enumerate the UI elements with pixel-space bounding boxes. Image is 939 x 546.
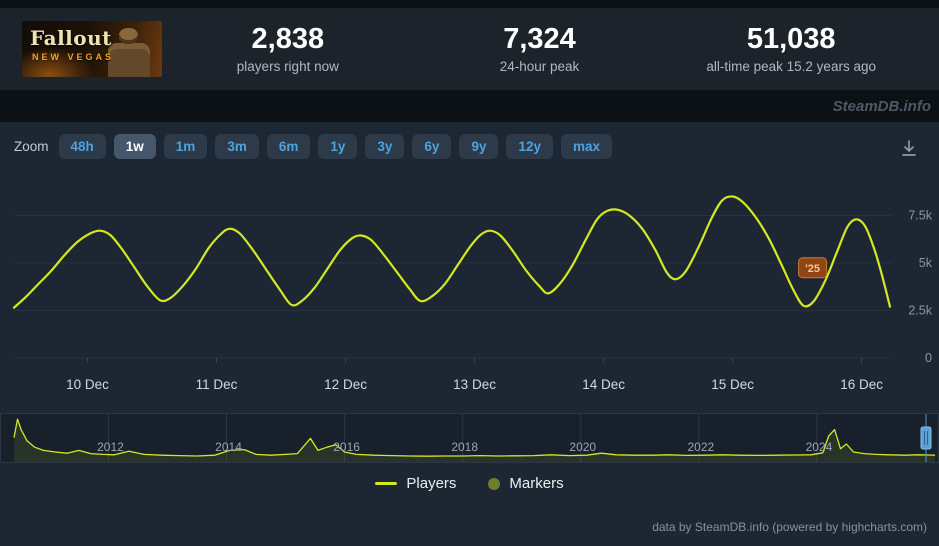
legend-swatch-markers [488, 477, 501, 490]
main-chart[interactable]: 0 2.5k 5k 7.5k 10 Dec 11 Dec 12 Dec 13 Dec 14 De… [0, 161, 939, 401]
credits: data by SteamDB.info (powered by highcha… [652, 520, 927, 534]
svg-text:7.5k: 7.5k [908, 209, 932, 223]
page: Fallout NEW VEGAS 2,838 players right no… [0, 8, 939, 546]
stat-label: 24-hour peak [499, 59, 580, 75]
stat-value: 2,838 [251, 22, 325, 55]
download-button[interactable] [897, 136, 925, 158]
legend-item-markers[interactable]: Markers [488, 475, 564, 492]
zoom-button-6m[interactable]: 6m [266, 134, 311, 159]
stat-all-time-peak: 51,038 all-time peak 15.2 years ago [665, 22, 917, 75]
svg-text:10 Dec: 10 Dec [66, 377, 109, 392]
svg-text:2020: 2020 [569, 440, 596, 454]
stat-label: all-time peak 15.2 years ago [706, 59, 876, 75]
svg-text:2016: 2016 [333, 440, 360, 454]
svg-text:5k: 5k [919, 256, 933, 270]
zoom-button-6y[interactable]: 6y [412, 134, 452, 159]
steamdb-watermark: SteamDB.info [832, 97, 931, 115]
zoom-buttons: 48h 1w 1m 3m 6m 1y 3y 6y 9y 12y max [58, 134, 613, 159]
svg-text:2024: 2024 [806, 440, 833, 454]
sub-bar: SteamDB.info [0, 90, 939, 122]
svg-text:2012: 2012 [97, 440, 124, 454]
zoom-button-48h[interactable]: 48h [58, 134, 106, 159]
stats-row: 2,838 players right now 7,324 24-hour pe… [162, 22, 917, 75]
zoom-button-1w[interactable]: 1w [113, 134, 156, 159]
svg-text:13 Dec: 13 Dec [453, 377, 496, 392]
game-logo-subtitle: NEW VEGAS [32, 52, 115, 62]
chart-toolbar: Zoom 48h 1w 1m 3m 6m 1y 3y 6y 9y 12y max [0, 122, 939, 161]
game-logo-title: Fallout [30, 26, 112, 50]
legend-item-players[interactable]: Players [375, 475, 456, 492]
zoom-button-9y[interactable]: 9y [459, 134, 499, 159]
svg-text:16 Dec: 16 Dec [840, 377, 883, 392]
download-icon [902, 139, 916, 156]
stat-24h-peak: 7,324 24-hour peak [414, 22, 666, 75]
chart-panel: Zoom 48h 1w 1m 3m 6m 1y 3y 6y 9y 12y max 0 2.5k 5k 7.… [0, 122, 939, 546]
navigator-handle[interactable] [920, 426, 932, 450]
game-capsule[interactable]: Fallout NEW VEGAS [22, 21, 162, 77]
legend-label: Markers [509, 475, 564, 492]
stat-value: 7,324 [503, 22, 576, 55]
zoom-button-12y[interactable]: 12y [506, 134, 553, 159]
stat-current-players: 2,838 players right now [162, 22, 414, 75]
capsule-figure-helmet [119, 28, 138, 44]
svg-text:2018: 2018 [451, 440, 478, 454]
svg-text:0: 0 [925, 351, 932, 365]
navigator-chart[interactable]: 2012 2014 2016 2018 2020 2022 2024 [0, 413, 939, 463]
svg-text:11 Dec: 11 Dec [196, 377, 238, 392]
zoom-button-3m[interactable]: 3m [215, 134, 259, 159]
zoom-button-max[interactable]: max [561, 134, 613, 159]
zoom-button-1m[interactable]: 1m [163, 134, 208, 159]
svg-text:'25: '25 [805, 263, 820, 275]
header: Fallout NEW VEGAS 2,838 players right no… [0, 8, 939, 90]
svg-text:2.5k: 2.5k [908, 304, 932, 318]
svg-text:2014: 2014 [215, 440, 242, 454]
zoom-button-3y[interactable]: 3y [365, 134, 405, 159]
legend-swatch-players [375, 482, 398, 485]
zoom-button-1y[interactable]: 1y [318, 134, 358, 159]
legend: Players Markers [0, 475, 939, 492]
svg-text:12 Dec: 12 Dec [324, 377, 367, 392]
svg-text:2022: 2022 [687, 440, 714, 454]
stat-label: players right now [236, 59, 339, 75]
svg-text:15 Dec: 15 Dec [711, 377, 754, 392]
legend-label: Players [406, 475, 457, 492]
stat-value: 51,038 [746, 22, 836, 55]
year-marker-badge[interactable]: '25 [798, 257, 828, 279]
svg-text:14 Dec: 14 Dec [582, 377, 625, 392]
zoom-label: Zoom [14, 139, 49, 154]
capsule-figure-body [108, 43, 150, 77]
